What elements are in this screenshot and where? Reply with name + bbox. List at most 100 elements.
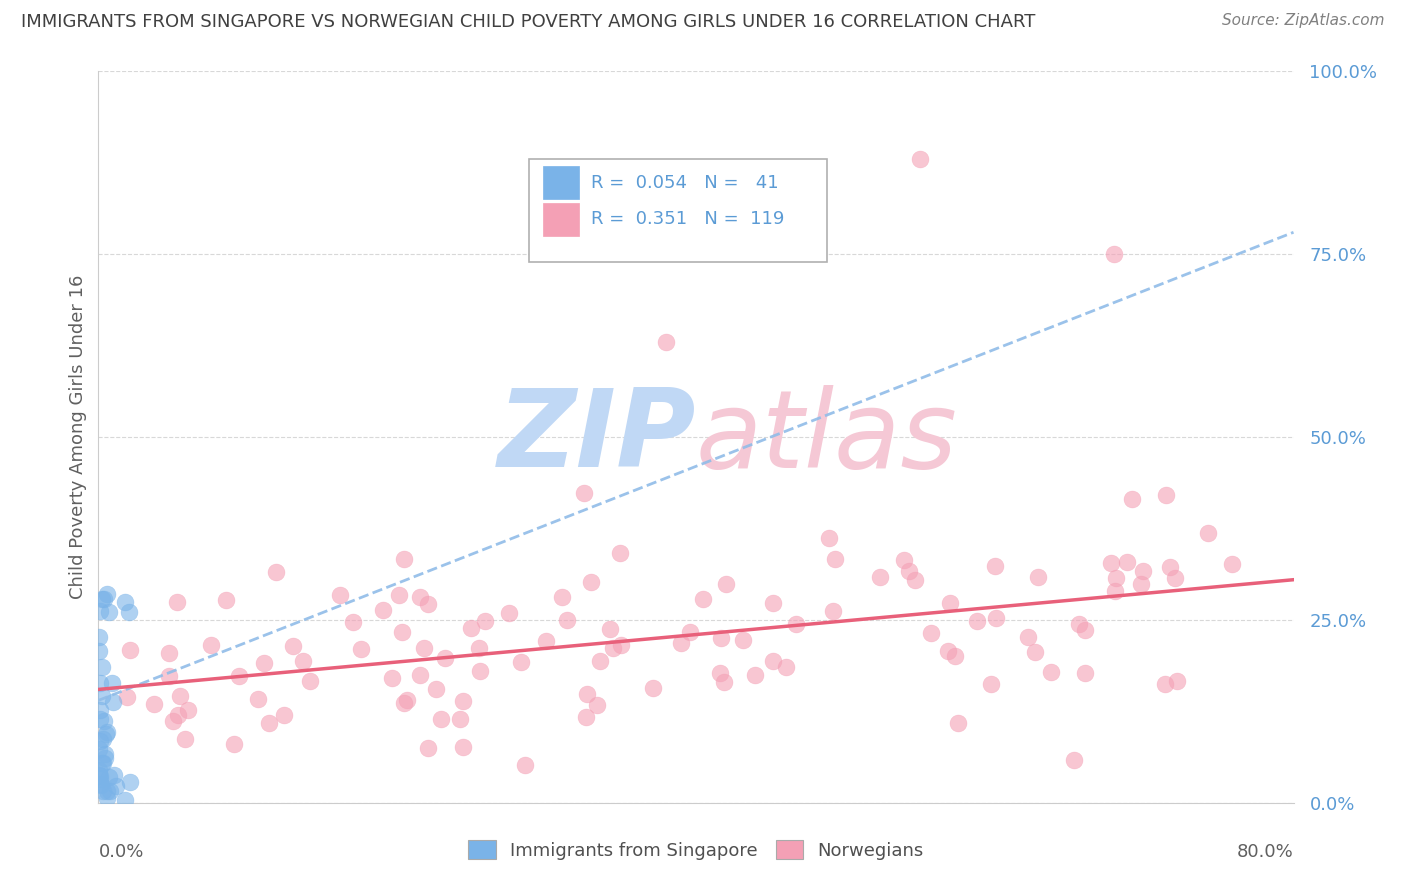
Point <box>115 690 138 704</box>
Point <box>824 551 846 566</box>
Point <box>1166 673 1188 688</box>
Point <box>983 559 1005 574</box>
Point <box>575 688 598 702</box>
Point <box>200 639 222 653</box>
Point <box>96 791 118 805</box>
Point <box>412 640 434 655</box>
Point <box>98 770 121 784</box>
Point <box>1039 665 1062 680</box>
Text: 80.0%: 80.0% <box>1237 843 1294 861</box>
Point <box>89 676 111 690</box>
Point <box>394 696 416 710</box>
Point <box>173 731 195 746</box>
Point <box>581 575 603 590</box>
Point <box>943 648 966 663</box>
Point <box>534 634 557 648</box>
FancyBboxPatch shape <box>543 203 579 235</box>
Point <box>1159 559 1181 574</box>
Text: atlas: atlas <box>696 384 957 490</box>
Point <box>1156 488 1178 502</box>
Point <box>94 751 117 765</box>
Point <box>498 606 520 620</box>
Point <box>291 654 314 668</box>
Point <box>1101 556 1123 570</box>
Point <box>247 692 270 706</box>
Point <box>1017 630 1039 644</box>
Point <box>555 614 578 628</box>
Point <box>709 666 731 681</box>
Point <box>117 605 139 619</box>
Point <box>762 596 785 610</box>
Point <box>1104 584 1126 599</box>
Point <box>93 756 115 770</box>
Text: ZIP: ZIP <box>498 384 696 490</box>
Point <box>1132 564 1154 578</box>
Point <box>142 697 165 711</box>
Point <box>388 588 411 602</box>
Point <box>710 632 733 646</box>
Point <box>299 673 322 688</box>
Point <box>946 716 969 731</box>
Point <box>655 334 678 349</box>
Point <box>342 615 364 630</box>
Point <box>1063 753 1085 767</box>
Point <box>89 712 111 726</box>
Point <box>785 616 807 631</box>
Point <box>513 758 536 772</box>
Point <box>434 651 457 665</box>
Point <box>1074 665 1097 680</box>
Point <box>96 724 118 739</box>
Point <box>90 659 112 673</box>
Point <box>1121 491 1143 506</box>
Point <box>94 747 117 762</box>
Point <box>222 737 245 751</box>
Point <box>1024 645 1046 659</box>
Point <box>89 734 111 748</box>
Point <box>264 565 287 579</box>
Point <box>87 768 110 782</box>
Point <box>408 591 430 605</box>
Point <box>381 672 404 686</box>
Point <box>114 595 136 609</box>
Point <box>1197 526 1219 541</box>
Point <box>1105 571 1128 585</box>
Point <box>273 708 295 723</box>
Point <box>93 591 115 606</box>
Text: 0.0%: 0.0% <box>98 843 143 861</box>
Point <box>215 593 238 607</box>
Point <box>89 777 111 791</box>
Point <box>939 596 962 610</box>
Point <box>97 605 120 619</box>
Point <box>586 698 609 712</box>
Point <box>1220 557 1243 571</box>
Point <box>904 574 927 588</box>
Point <box>91 731 114 746</box>
Point <box>96 727 118 741</box>
Point <box>98 784 121 798</box>
Point <box>869 570 891 584</box>
Point <box>166 595 188 609</box>
Point <box>908 152 931 166</box>
Point <box>510 655 533 669</box>
Point <box>409 667 432 681</box>
Point <box>1154 677 1177 691</box>
Point <box>89 769 111 783</box>
Point <box>641 681 664 695</box>
Point <box>259 716 281 731</box>
Point <box>157 669 180 683</box>
Y-axis label: Child Poverty Among Girls Under 16: Child Poverty Among Girls Under 16 <box>69 275 87 599</box>
Point <box>775 660 797 674</box>
Point <box>449 712 471 726</box>
Point <box>821 604 844 618</box>
Text: Source: ZipAtlas.com: Source: ZipAtlas.com <box>1222 13 1385 29</box>
Point <box>1163 571 1185 585</box>
Point <box>391 624 413 639</box>
Point <box>96 587 118 601</box>
Point <box>418 598 440 612</box>
Point <box>468 641 491 656</box>
Point <box>89 772 111 787</box>
Point <box>329 588 352 602</box>
Point <box>87 764 110 778</box>
Point <box>89 604 111 618</box>
FancyBboxPatch shape <box>529 159 827 261</box>
